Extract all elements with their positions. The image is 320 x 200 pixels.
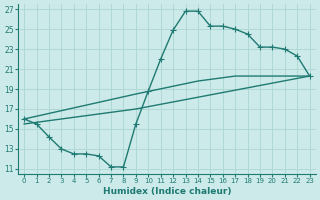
X-axis label: Humidex (Indice chaleur): Humidex (Indice chaleur) [103,187,231,196]
